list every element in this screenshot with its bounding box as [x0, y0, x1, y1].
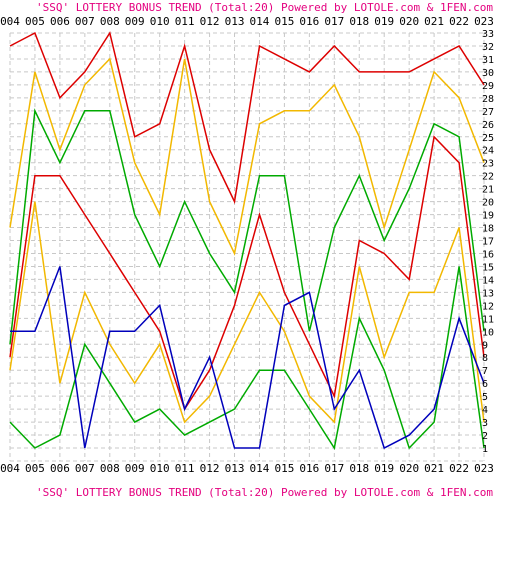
y-tick-label: 32 [482, 42, 494, 53]
y-tick-label: 27 [482, 107, 494, 118]
y-tick-label: 8 [482, 353, 488, 364]
x-axis-top: 004 005 006 007 008 009 010 011 012 013 014 015 016 0… [0, 15, 494, 28]
series-line-1 [9, 31, 485, 205]
series-line-4 [9, 135, 485, 411]
y-tick-label: 23 [482, 159, 494, 170]
series-line-2 [9, 57, 485, 256]
x-tick-label-bottom: 011 [175, 462, 195, 475]
chart-title-bottom: 'SSQ' LOTTERY BONUS TREND (Total:20) Pow… [36, 486, 493, 499]
x-tick-label-bottom: 014 [250, 462, 270, 475]
x-tick-label-top: 005 [25, 15, 45, 28]
y-tick-label: 12 [482, 301, 494, 312]
x-tick-label-top: 006 [50, 15, 70, 28]
x-tick-label-bottom: 018 [349, 462, 369, 475]
y-tick-label: 15 [482, 262, 494, 273]
x-tick-label-bottom: 022 [449, 462, 469, 475]
chart-title-top: 'SSQ' LOTTERY BONUS TREND (Total:20) Pow… [36, 1, 493, 14]
y-tick-label: 11 [482, 314, 494, 325]
x-tick-label-bottom: 015 [274, 462, 294, 475]
x-tick-label-bottom: 021 [424, 462, 444, 475]
y-tick-label: 2 [482, 431, 488, 442]
y-tick-label: 13 [482, 288, 494, 299]
x-tick-label-top: 017 [324, 15, 344, 28]
x-tick-label-bottom: 012 [200, 462, 220, 475]
series-line-7 [10, 266, 485, 450]
y-tick-label: 14 [482, 275, 494, 286]
x-tick-label-bottom: 009 [125, 462, 145, 475]
y-tick-label: 5 [482, 392, 488, 403]
x-tick-label-top: 009 [125, 15, 145, 28]
y-tick-label: 24 [482, 146, 494, 157]
y-tick-label: 19 [482, 211, 494, 222]
x-tick-label-top: 020 [399, 15, 419, 28]
y-tick-label: 28 [482, 94, 494, 105]
y-tick-label: 29 [482, 81, 494, 92]
y-tick-label: 16 [482, 249, 494, 260]
y-tick-label: 31 [482, 55, 494, 66]
y-tick-label: 4 [482, 405, 488, 416]
x-tick-label-top: 004 [0, 15, 20, 28]
y-tick-label: 6 [482, 379, 488, 390]
x-tick-label-top: 013 [225, 15, 245, 28]
y-tick-label: 7 [482, 366, 488, 377]
y-tick-label: 30 [482, 68, 494, 79]
x-tick-label-top: 015 [274, 15, 294, 28]
y-axis-right: 1234567891011121314151617181920212223242… [482, 29, 494, 455]
x-tick-label-top: 023 [474, 15, 494, 28]
x-tick-label-bottom: 020 [399, 462, 419, 475]
y-tick-label: 22 [482, 172, 494, 183]
y-tick-label: 33 [482, 29, 494, 40]
x-tick-label-bottom: 023 [474, 462, 494, 475]
x-tick-label-bottom: 007 [75, 462, 95, 475]
x-tick-label-bottom: 004 [0, 462, 20, 475]
y-tick-label: 26 [482, 120, 494, 131]
y-tick-label: 20 [482, 198, 494, 209]
x-tick-label-bottom: 010 [150, 462, 170, 475]
x-tick-label-bottom: 008 [100, 462, 120, 475]
x-axis-bottom: 004 005 006 007 008 009 010 011 012 013 014 015 016 0… [0, 462, 494, 475]
series-line-3 [9, 108, 485, 345]
series-line-6 [9, 266, 485, 450]
y-tick-label: 17 [482, 237, 494, 248]
x-tick-label-bottom: 005 [25, 462, 45, 475]
y-tick-label: 10 [482, 327, 494, 338]
y-tick-label: 3 [482, 418, 488, 429]
series-layer [9, 31, 485, 450]
y-tick-label: 18 [482, 224, 494, 235]
grid-layer [9, 32, 485, 462]
x-tick-label-top: 021 [424, 15, 444, 28]
series-line-5 [9, 201, 485, 424]
y-tick-label: 21 [482, 185, 494, 196]
y-tick-label: 1 [482, 444, 488, 455]
y-tick-label: 9 [482, 340, 488, 351]
x-tick-label-bottom: 019 [374, 462, 394, 475]
x-tick-label-bottom: 016 [299, 462, 319, 475]
x-tick-label-bottom: 017 [324, 462, 344, 475]
x-tick-label-top: 022 [449, 15, 469, 28]
x-tick-label-top: 019 [374, 15, 394, 28]
x-tick-label-bottom: 013 [225, 462, 245, 475]
x-tick-label-top: 016 [299, 15, 319, 28]
x-tick-label-bottom: 006 [50, 462, 70, 475]
x-tick-label-top: 010 [150, 15, 170, 28]
x-tick-label-top: 018 [349, 15, 369, 28]
x-tick-label-top: 012 [200, 15, 220, 28]
y-tick-label: 25 [482, 133, 494, 144]
x-tick-label-top: 011 [175, 15, 195, 28]
x-tick-label-top: 014 [250, 15, 270, 28]
x-tick-label-top: 008 [100, 15, 120, 28]
x-tick-label-top: 007 [75, 15, 95, 28]
